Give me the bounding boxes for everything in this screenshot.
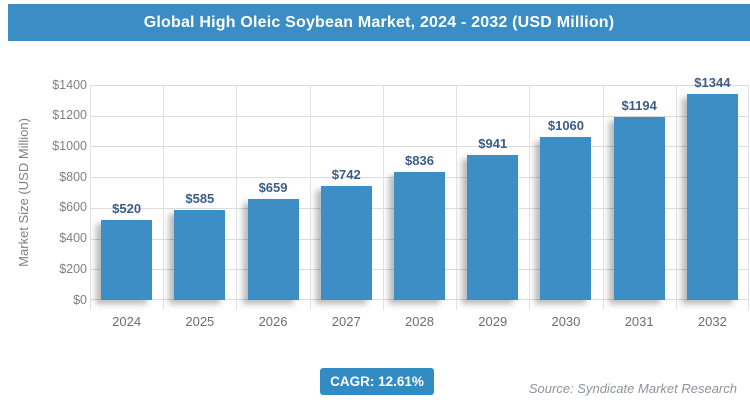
chart-title: Global High Oleic Soybean Market, 2024 -…	[143, 13, 615, 31]
bar	[467, 155, 519, 300]
cagr-label: CAGR: 12.61%	[330, 374, 424, 389]
bar	[174, 210, 226, 300]
x-tick-label: 2027	[331, 314, 361, 329]
bar	[101, 220, 153, 300]
y-tick-label: $0	[73, 292, 87, 307]
bar-value-label: $1194	[621, 98, 657, 113]
x-axis-tick-labels: 2024 2025 2026 2027 2028 2029 2030 2031 2032	[90, 314, 749, 334]
y-tick-label: $400	[59, 231, 87, 246]
gridline-vertical	[236, 85, 238, 310]
bar	[247, 199, 299, 300]
gridline-vertical	[90, 85, 91, 310]
bar	[686, 94, 738, 300]
y-tick-label: $1000	[52, 138, 87, 153]
y-axis-tick-labels: $0 $200 $400 $600 $800 $1000 $1200 $1400	[0, 78, 87, 307]
plot-area: $520 $585 $659 $742 $836 $941 $1060 $1194 $1344	[90, 75, 749, 310]
gridline-vertical	[456, 85, 458, 310]
x-tick-label: 2026	[258, 314, 288, 329]
gridline-vertical	[602, 85, 604, 310]
source-text: Source: Syndicate Market Research	[528, 381, 737, 396]
bar-value-label: $836	[405, 153, 434, 168]
x-tick-label: 2032	[697, 314, 727, 329]
y-tick-label: $1400	[52, 77, 87, 92]
bar	[394, 172, 445, 300]
gridline-vertical	[675, 85, 677, 310]
bar-value-label: $941	[478, 136, 508, 151]
gridline-horizontal	[90, 85, 749, 86]
x-tick-label: 2028	[405, 314, 434, 329]
bar-value-label: $1344	[694, 75, 731, 90]
gridline-vertical	[382, 85, 384, 310]
x-tick-label: 2030	[551, 314, 581, 329]
bar-value-label: $520	[112, 201, 142, 216]
bar	[320, 186, 372, 300]
x-tick-label: 2025	[185, 314, 215, 329]
bar-value-label: $742	[331, 167, 361, 182]
bar-value-label: $1060	[547, 118, 585, 133]
gridline-vertical	[748, 85, 749, 310]
gridline-vertical	[309, 85, 311, 310]
title-banner: Global High Oleic Soybean Market, 2024 -…	[8, 4, 750, 41]
bar	[540, 137, 592, 300]
cagr-badge: CAGR: 12.61%	[320, 368, 434, 395]
y-tick-label: $800	[59, 169, 87, 184]
gridline-horizontal	[90, 115, 749, 117]
y-tick-label: $200	[59, 261, 87, 276]
x-tick-label: 2024	[112, 314, 142, 329]
gridline-vertical	[163, 85, 165, 310]
x-tick-label: 2029	[478, 314, 508, 329]
y-tick-label: $600	[59, 200, 87, 215]
gridline-vertical	[529, 85, 531, 310]
bar-value-label: $585	[185, 191, 215, 206]
y-tick-label: $1200	[52, 108, 87, 123]
bar-value-label: $659	[258, 180, 288, 195]
bar	[613, 117, 665, 300]
gridline-horizontal	[90, 146, 749, 148]
x-tick-label: 2031	[624, 314, 654, 329]
